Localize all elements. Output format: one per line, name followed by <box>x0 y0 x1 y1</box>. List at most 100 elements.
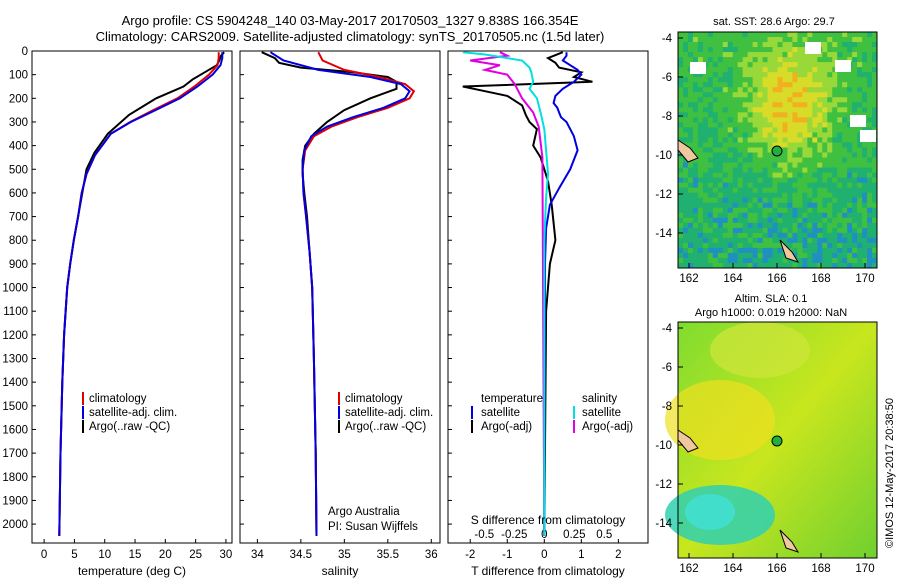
sst-cell <box>797 232 803 239</box>
sst-cell <box>762 172 768 179</box>
sst-cell <box>857 137 863 143</box>
sst-cell <box>827 87 833 93</box>
sst-cell <box>797 97 803 103</box>
s-tick-label: 0.25 <box>563 529 585 541</box>
sst-cell <box>787 192 793 199</box>
depth-tick-label: 500 <box>9 164 28 176</box>
sst-cell <box>872 247 878 254</box>
sst-cell <box>837 247 843 254</box>
sst-cell <box>712 47 719 53</box>
sst-cell <box>678 107 684 113</box>
sst-cell <box>872 57 878 63</box>
legend-climatology: climatology <box>89 393 147 405</box>
sst-cell <box>762 112 768 118</box>
sst-cell <box>737 147 744 153</box>
sst-cell <box>837 72 843 78</box>
sla-map-title-2: Argo h1000: 0.019 h2000: NaN <box>695 307 847 319</box>
sst-cell <box>852 107 858 113</box>
sst-cell <box>837 182 843 189</box>
sst-cell <box>852 47 858 53</box>
sst-cell <box>742 102 749 108</box>
sst-cell <box>857 252 863 259</box>
sst-cell <box>827 232 833 239</box>
sst-cell <box>772 247 778 254</box>
sst-cell <box>797 207 803 214</box>
sst-cell <box>678 252 684 259</box>
sst-cell <box>717 37 724 43</box>
series-line-temperature-satellite <box>543 52 583 536</box>
sst-cell <box>682 262 689 269</box>
sst-cell <box>797 252 803 259</box>
sst-cell <box>762 202 768 209</box>
sst-cell <box>802 167 808 173</box>
legend-climatology: climatology <box>345 393 403 405</box>
sst-cell <box>822 37 828 43</box>
sst-cell <box>857 217 863 224</box>
sst-cell <box>752 52 759 58</box>
sst-cell <box>712 222 719 229</box>
sst-cell <box>842 157 848 163</box>
sst-cell <box>817 167 823 173</box>
sst-cell <box>872 217 878 224</box>
sst-cell <box>827 197 833 204</box>
sst-cell <box>807 212 813 219</box>
sst-cell <box>712 72 719 78</box>
sst-cell <box>752 137 759 143</box>
depth-tick-label: 1300 <box>2 354 28 366</box>
sst-cell <box>822 187 828 194</box>
sst-cell <box>832 92 838 98</box>
sst-cell <box>827 132 833 138</box>
sst-cell <box>812 117 818 123</box>
sst-cell <box>842 42 848 48</box>
sst-cell <box>732 237 739 244</box>
sst-cell <box>767 247 773 254</box>
sst-cell <box>802 172 808 179</box>
sst-cell <box>847 152 853 158</box>
sst-cell <box>682 37 689 43</box>
sst-cell <box>732 127 739 133</box>
sst-cell <box>687 142 694 148</box>
sst-cell <box>692 87 699 93</box>
sst-cell <box>712 107 719 113</box>
sst-cell <box>727 117 734 123</box>
sst-cell <box>777 257 783 264</box>
sst-cell <box>767 172 773 179</box>
sst-cell <box>717 232 724 239</box>
series-line-climatology <box>301 51 416 536</box>
sst-cell <box>842 177 848 184</box>
sst-cell <box>762 92 768 98</box>
sst-cell <box>747 152 754 158</box>
sst-cell <box>747 237 754 244</box>
sst-cell <box>727 82 734 88</box>
sst-cell <box>832 122 838 128</box>
sst-cell <box>717 97 724 103</box>
sst-cell <box>862 147 868 153</box>
sst-cell <box>797 257 803 264</box>
sst-cell <box>847 232 853 239</box>
sst-cell <box>687 262 694 269</box>
sst-cell <box>772 127 778 133</box>
sst-cell <box>837 222 843 229</box>
sst-cell <box>737 97 744 103</box>
sst-cell <box>762 227 768 234</box>
sst-cell <box>767 162 773 168</box>
sst-cell <box>867 167 873 173</box>
sst-cell <box>797 182 803 189</box>
sst-cell <box>852 152 858 158</box>
sst-cell <box>732 232 739 239</box>
sst-cell <box>867 142 873 148</box>
sst-cell <box>752 242 759 249</box>
sst-cell <box>717 102 724 108</box>
sst-cell <box>837 57 843 63</box>
sst-cell <box>752 192 759 199</box>
sst-cell <box>747 97 754 103</box>
sst-cell <box>857 187 863 194</box>
sst-cell <box>862 62 868 68</box>
sst-cell <box>678 237 684 244</box>
depth-axis: 0100200300400500600700800900100011001200… <box>2 46 452 531</box>
x-tick-label: 2 <box>615 549 621 561</box>
sst-cell <box>857 257 863 264</box>
sst-cell <box>772 57 778 63</box>
sst-cell <box>702 247 709 254</box>
sst-cell <box>752 142 759 148</box>
